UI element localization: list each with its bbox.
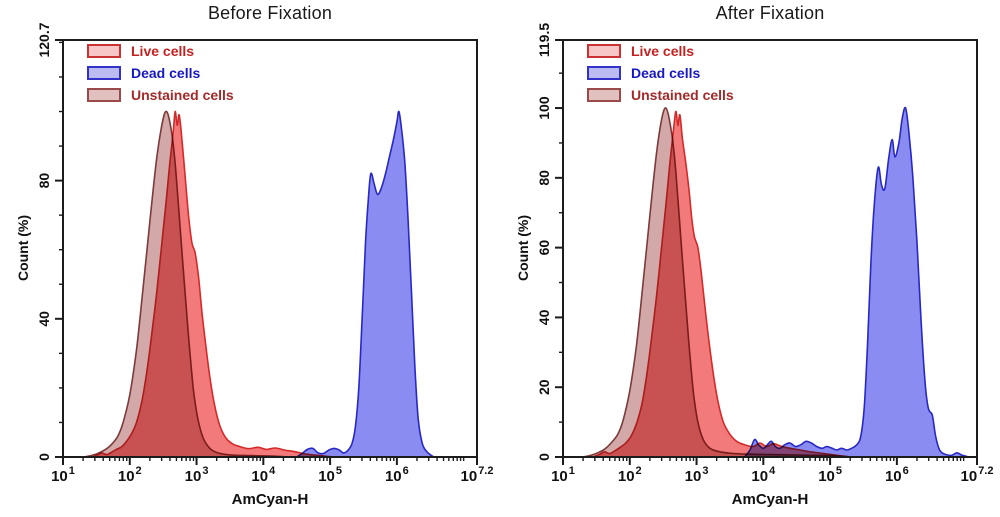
- x-tick-label: 102: [118, 465, 142, 485]
- legend-label: Unstained cells: [131, 87, 234, 103]
- chart-title: Before Fixation: [207, 3, 333, 23]
- x-tick-label: 106: [385, 465, 409, 485]
- y-tick-label: 0: [536, 453, 552, 461]
- legend: Live cells Dead cells Unstained cells: [587, 44, 734, 102]
- series-dead-cells: [295, 110, 435, 458]
- legend-item-unstained-cells: Unstained cells: [87, 88, 234, 102]
- legend-swatch-live-cells: [87, 44, 121, 58]
- x-tick-label: 103: [185, 465, 209, 485]
- x-tick-label: 106: [885, 465, 909, 485]
- x-tick-label: 103: [685, 465, 709, 485]
- x-axis-label: AmCyan-H: [731, 491, 809, 508]
- legend-item-unstained-cells: Unstained cells: [587, 88, 734, 102]
- panel-after-fixation: After Fixation Count (%) 0 20 40 60 80 100 119…: [500, 0, 1000, 517]
- x-tick-label: 104: [751, 465, 776, 485]
- legend: Live cells Dead cells Unstained cells: [87, 44, 234, 102]
- series-live-cells: [92, 110, 335, 458]
- legend-item-dead-cells: Dead cells: [587, 66, 734, 80]
- y-tick-label: 40: [536, 309, 552, 325]
- y-tick-label: 60: [536, 240, 552, 256]
- y-tick-label: 119.5: [536, 23, 552, 57]
- x-tick-label: 105: [318, 465, 342, 485]
- y-tick-label: 20: [536, 379, 552, 395]
- legend-swatch-unstained-cells: [87, 88, 121, 102]
- chart-title: After Fixation: [715, 3, 825, 23]
- x-axis-ticks: 101 102 103 104 105 106 107.2: [51, 457, 493, 485]
- legend-label: Live cells: [631, 43, 695, 59]
- plot-frame: [62, 39, 478, 458]
- x-axis-label: AmCyan-H: [231, 491, 309, 508]
- y-tick-label: 120.7: [36, 22, 52, 57]
- y-axis-ticks: 0 40 80 120.7: [36, 22, 63, 461]
- y-tick-label: 100: [536, 96, 552, 120]
- legend-swatch-unstained-cells: [587, 88, 621, 102]
- x-tick-label: 101: [551, 465, 575, 485]
- x-tick-label: 107.2: [961, 465, 994, 485]
- legend-swatch-live-cells: [587, 44, 621, 58]
- series-group: [582, 106, 970, 458]
- x-tick-label: 102: [618, 465, 642, 485]
- legend-item-dead-cells: Dead cells: [87, 66, 234, 80]
- panel-before-fixation: Before Fixation Count (%) 0 40 80 120.7 101 1…: [15, 3, 493, 508]
- series-group: [82, 110, 435, 458]
- x-tick-label: 104: [251, 465, 276, 485]
- chart-canvas: 0 40 80 120.7 101 102 103 104 105 106 107.2: [36, 22, 493, 485]
- series-dead-cells: [743, 106, 970, 458]
- legend-label: Dead cells: [631, 65, 701, 81]
- y-axis-ticks: 0 20 40 60 80 100 119.5: [536, 23, 563, 461]
- legend-label: Live cells: [131, 43, 195, 59]
- chart-canvas: 0 20 40 60 80 100 119.5 101 102 103 104 105 106 107.2: [536, 23, 993, 485]
- legend-label: Dead cells: [131, 65, 201, 81]
- x-tick-label: 101: [51, 465, 75, 485]
- x-axis-ticks: 101 102 103 104 105 106 107.2: [551, 457, 993, 485]
- legend-swatch-dead-cells: [87, 66, 121, 80]
- y-tick-label: 0: [36, 453, 52, 461]
- y-tick-label: 80: [536, 170, 552, 186]
- legend-swatch-dead-cells: [587, 66, 621, 80]
- x-tick-label: 107.2: [461, 465, 494, 485]
- y-tick-label: 40: [36, 311, 52, 327]
- y-tick-label: 80: [36, 173, 52, 189]
- legend-label: Unstained cells: [631, 87, 734, 103]
- legend-item-live-cells: Live cells: [87, 44, 234, 58]
- x-tick-label: 105: [818, 465, 842, 485]
- legend-item-live-cells: Live cells: [587, 44, 734, 58]
